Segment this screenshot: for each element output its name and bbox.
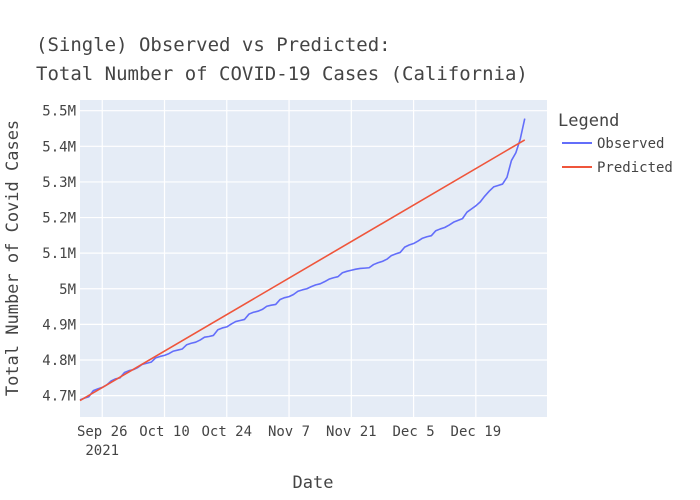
legend-item-observed[interactable]: Observed: [562, 136, 664, 152]
x-gridlines: [101, 100, 477, 417]
legend: Legend Observed Predicted: [558, 111, 673, 176]
chart-title-line-2: Total Number of COVID-19 Cases (Californ…: [36, 63, 528, 85]
y-tick-label: 4.7M: [42, 389, 76, 405]
x-tick-label: Sep 26: [77, 424, 128, 440]
series-lines: [79, 118, 526, 402]
x-tick-label: Nov 21: [326, 424, 377, 440]
y-axis-title: Total Number of Covid Cases: [3, 120, 23, 396]
plot-area: [80, 100, 547, 417]
x-tick-label: Dec 5: [392, 424, 434, 440]
y-tick-label: 4.8M: [42, 353, 76, 369]
series-line-observed: [79, 118, 526, 401]
x-tick-labels: Sep 26 2021 Oct 10 Oct 24 Nov 7 Nov 21 Dec 5 De…: [77, 424, 501, 459]
y-tick-labels: 4.7M 4.8M 4.9M 5M 5.1M 5.2M 5.3M 5.4M 5.5M: [42, 104, 76, 405]
x-axis-title: Date: [293, 473, 334, 493]
legend-label-predicted: Predicted: [597, 160, 673, 176]
legend-item-predicted[interactable]: Predicted: [562, 160, 673, 176]
y-tick-label: 5.1M: [42, 246, 76, 262]
y-tick-label: 5M: [59, 282, 76, 298]
y-tick-label: 5.3M: [42, 175, 76, 191]
x-tick-label: Oct 10: [139, 424, 190, 440]
x-tick-label: Oct 24: [201, 424, 252, 440]
y-tick-label: 5.5M: [42, 104, 76, 120]
x-tick-label: Nov 7: [268, 424, 310, 440]
x-tick-sublabel: 2021: [85, 443, 119, 459]
x-tick-label: Dec 19: [451, 424, 502, 440]
y-gridlines: [80, 110, 547, 397]
legend-label-observed: Observed: [597, 136, 664, 152]
y-tick-label: 5.2M: [42, 211, 76, 227]
series-line-predicted: [79, 139, 526, 402]
chart-title-line-1: (Single) Observed vs Predicted:: [36, 34, 391, 56]
y-tick-label: 5.4M: [42, 139, 76, 155]
legend-title: Legend: [558, 111, 619, 131]
y-tick-label: 4.9M: [42, 317, 76, 333]
